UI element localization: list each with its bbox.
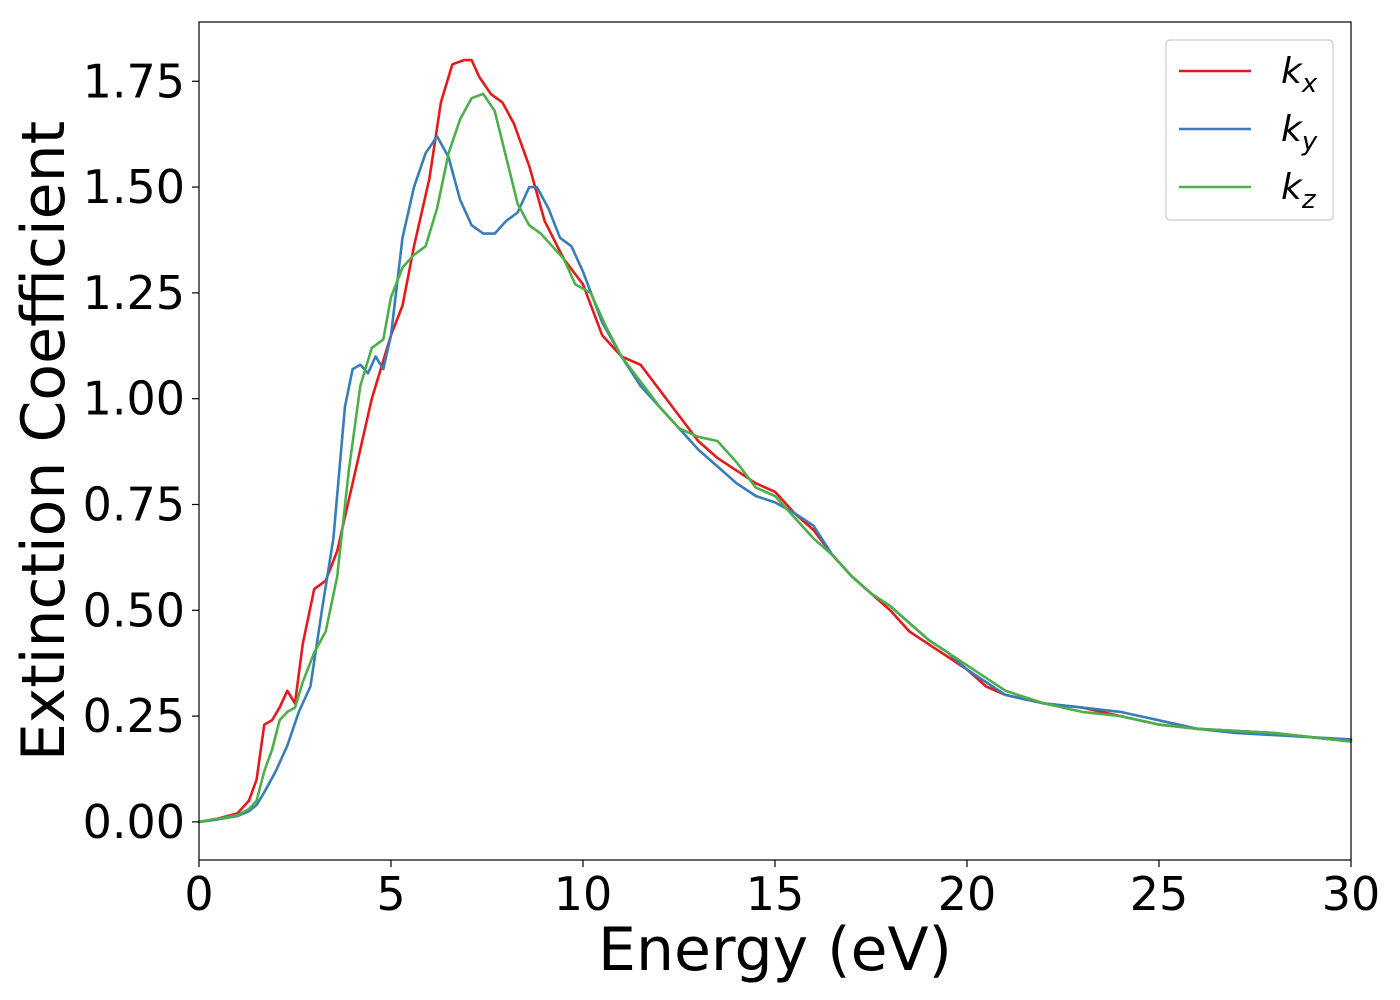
x-tick-label: 30 — [1322, 867, 1381, 921]
y-axis: 0.00 0.25 0.50 0.75 1.00 1.25 1.50 1.75 — [83, 54, 199, 849]
legend-label-kx: kx — [1281, 51, 1318, 99]
y-axis-label: Extinction Coefficient — [9, 121, 79, 761]
legend-label-kz: kz — [1281, 167, 1317, 215]
y-tick-label: 1.75 — [83, 54, 185, 108]
y-tick-label: 1.50 — [83, 160, 185, 214]
y-tick-label: 0.75 — [83, 477, 185, 531]
y-tick-label: 1.25 — [83, 266, 185, 320]
x-tick-label: 10 — [554, 867, 613, 921]
x-tick-label: 0 — [184, 867, 213, 921]
x-axis: 0 5 10 15 20 25 30 — [184, 860, 1380, 921]
series-line-kx — [197, 58, 1353, 824]
y-tick-label: 0.00 — [83, 795, 185, 849]
x-tick-label: 5 — [376, 867, 405, 921]
legend-label-ky: ky — [1281, 109, 1318, 157]
y-tick-label: 0.25 — [83, 689, 185, 743]
x-tick-label: 15 — [746, 867, 805, 921]
x-tick-label: 20 — [938, 867, 997, 921]
y-tick-label: 1.00 — [83, 372, 185, 426]
x-tick-label: 25 — [1130, 867, 1189, 921]
legend: kx ky kz — [1165, 39, 1334, 221]
series-layer — [197, 58, 1353, 824]
x-axis-label: Energy (eV) — [598, 915, 952, 985]
y-tick-label: 0.50 — [83, 583, 185, 637]
series-line-kz — [197, 92, 1353, 824]
